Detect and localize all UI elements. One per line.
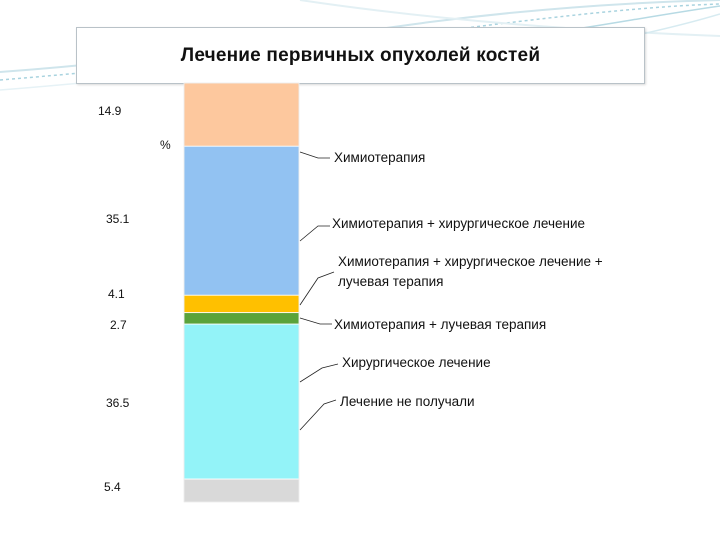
legend-leader-line-4 (299, 317, 332, 325)
bar-segment-6 (183, 478, 300, 503)
bar-segment-1 (183, 82, 300, 147)
legend-entry-3: Химиотерапия + хирургическое лечение + лу… (338, 254, 603, 289)
bar-segment-3 (183, 294, 300, 314)
title-box: Лечение первичных опухолей костей (76, 27, 645, 84)
legend-leader-line-2 (299, 225, 330, 242)
data-label-2: 35.1 (106, 212, 130, 226)
legend-leader-line-1 (299, 151, 330, 159)
bar-segment-5 (183, 323, 300, 480)
legend-entry-5: Хирургическое лечение (342, 355, 491, 370)
bar-outline (183, 82, 300, 503)
data-label-4: 2.7 (110, 318, 127, 332)
chart-title: Лечение первичных опухолей костей (180, 44, 541, 66)
data-label-5: 36.5 (106, 396, 130, 410)
bar-segment-4 (183, 312, 300, 325)
legend-entry-6: Лечение не получали (340, 394, 475, 409)
legend-leader-line-3 (299, 271, 335, 306)
y-axis-unit-label: % (160, 138, 171, 152)
legend-leader-line-6 (299, 399, 337, 431)
legend-entry-4: Химиотерапия + лучевая терапия (334, 317, 546, 332)
legend-leader-line-5 (299, 363, 339, 383)
bar-segment-2 (183, 145, 300, 296)
legend-entry-1: Химиотерапия (334, 150, 425, 165)
data-label-3: 4.1 (108, 287, 125, 301)
legend-entry-2: Химиотерапия + хирургическое лечение (332, 216, 585, 231)
data-label-6: 5.4 (104, 480, 121, 494)
data-label-1: 14.9 (98, 104, 122, 118)
